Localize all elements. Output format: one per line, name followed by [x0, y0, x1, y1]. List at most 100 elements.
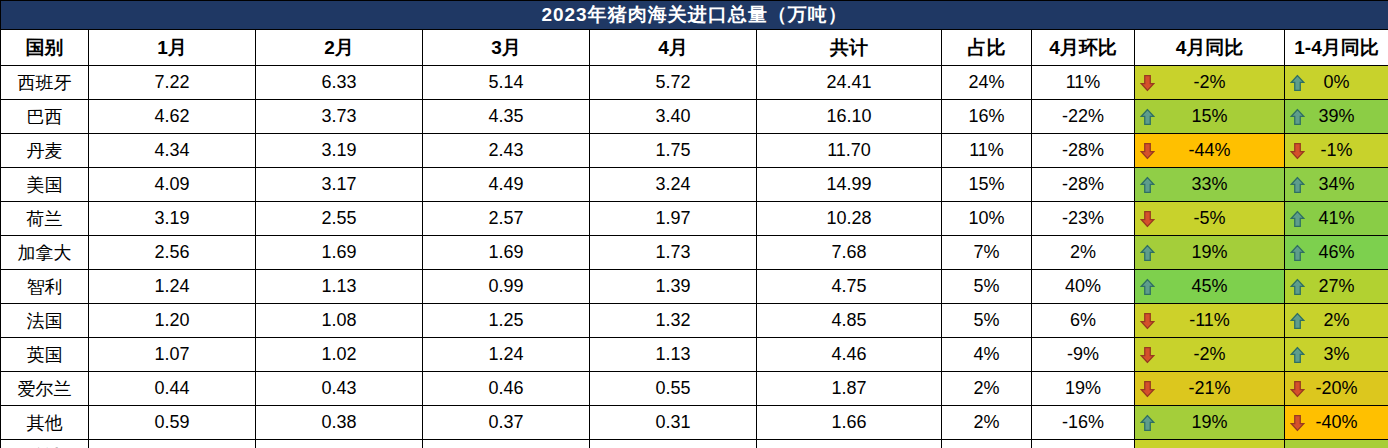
cell-share[interactable]: 15% [942, 168, 1032, 202]
cell-m3[interactable]: 24.98 [423, 440, 590, 448]
cell-mom[interactable]: -10% [1032, 440, 1135, 448]
cell-m2[interactable]: 1.13 [256, 270, 423, 304]
cell-country[interactable]: 法国 [1, 304, 89, 338]
cell-m4[interactable]: 1.73 [590, 236, 757, 270]
column-header-ytd-yoy[interactable]: 1-4月同比 [1285, 30, 1388, 66]
apr-yoy-cell[interactable]: 45% [1135, 270, 1285, 304]
cell-mom[interactable]: -28% [1032, 168, 1135, 202]
cell-total[interactable]: 4.85 [757, 304, 942, 338]
cell-m2[interactable]: 1.69 [256, 236, 423, 270]
ytd-yoy-cell[interactable]: 3% [1285, 338, 1388, 372]
cell-share[interactable]: 5% [942, 304, 1032, 338]
cell-country[interactable]: 爱尔兰 [1, 372, 89, 406]
ytd-yoy-cell[interactable]: 39% [1285, 100, 1388, 134]
cell-m1[interactable]: 1.20 [89, 304, 256, 338]
cell-m2[interactable]: 0.38 [256, 406, 423, 440]
cell-m2[interactable]: 2.55 [256, 202, 423, 236]
cell-mom[interactable]: 40% [1032, 270, 1135, 304]
cell-total[interactable]: 102.74 [757, 440, 942, 448]
cell-mom[interactable]: -22% [1032, 100, 1135, 134]
cell-m4[interactable]: 0.55 [590, 372, 757, 406]
cell-m1[interactable]: 0.44 [89, 372, 256, 406]
apr-yoy-cell[interactable]: -21% [1135, 372, 1285, 406]
cell-country[interactable]: 总计 [1, 440, 89, 448]
cell-m4[interactable]: 1.32 [590, 304, 757, 338]
cell-m3[interactable]: 2.57 [423, 202, 590, 236]
column-header-mom[interactable]: 4月环比 [1032, 30, 1135, 66]
cell-total[interactable]: 24.41 [757, 66, 942, 100]
cell-m3[interactable]: 4.35 [423, 100, 590, 134]
apr-yoy-cell[interactable]: -2% [1135, 66, 1285, 100]
cell-m4[interactable]: 22.50 [590, 440, 757, 448]
cell-m1[interactable]: 4.62 [89, 100, 256, 134]
cell-share[interactable]: 24% [942, 66, 1032, 100]
apr-yoy-cell[interactable]: -5% [1135, 202, 1285, 236]
ytd-yoy-cell[interactable]: -20% [1285, 372, 1388, 406]
cell-country[interactable]: 其他 [1, 406, 89, 440]
cell-country[interactable]: 美国 [1, 168, 89, 202]
column-header-m2[interactable]: 2月 [256, 30, 423, 66]
cell-mom[interactable]: 2% [1032, 236, 1135, 270]
ytd-yoy-cell[interactable]: 27% [1285, 270, 1388, 304]
cell-country[interactable]: 英国 [1, 338, 89, 372]
cell-total[interactable]: 4.75 [757, 270, 942, 304]
apr-yoy-cell[interactable]: -44% [1135, 134, 1285, 168]
cell-country[interactable]: 荷兰 [1, 202, 89, 236]
cell-m1[interactable]: 4.34 [89, 134, 256, 168]
ytd-yoy-cell[interactable]: 46% [1285, 236, 1388, 270]
cell-m2[interactable]: 1.08 [256, 304, 423, 338]
cell-m4[interactable]: 3.24 [590, 168, 757, 202]
cell-mom[interactable]: -28% [1032, 134, 1135, 168]
column-header-country[interactable]: 国别 [1, 30, 89, 66]
cell-m3[interactable]: 0.46 [423, 372, 590, 406]
cell-m1[interactable]: 7.22 [89, 66, 256, 100]
cell-m1[interactable]: 0.59 [89, 406, 256, 440]
cell-m3[interactable]: 1.69 [423, 236, 590, 270]
cell-total[interactable]: 11.70 [757, 134, 942, 168]
cell-m1[interactable]: 4.09 [89, 168, 256, 202]
cell-share[interactable]: 10% [942, 202, 1032, 236]
ytd-yoy-cell[interactable]: 41% [1285, 202, 1388, 236]
cell-mom[interactable]: 19% [1032, 372, 1135, 406]
column-header-m4[interactable]: 4月 [590, 30, 757, 66]
cell-m1[interactable]: 1.07 [89, 338, 256, 372]
cell-m4[interactable]: 1.97 [590, 202, 757, 236]
apr-yoy-cell[interactable]: 33% [1135, 168, 1285, 202]
cell-share[interactable]: 11% [942, 134, 1032, 168]
ytd-yoy-cell[interactable]: 2% [1285, 304, 1388, 338]
cell-mom[interactable]: -16% [1032, 406, 1135, 440]
cell-country[interactable]: 巴西 [1, 100, 89, 134]
cell-m3[interactable]: 5.14 [423, 66, 590, 100]
ytd-yoy-cell[interactable]: -1% [1285, 134, 1388, 168]
cell-total[interactable]: 14.99 [757, 168, 942, 202]
cell-m4[interactable]: 1.39 [590, 270, 757, 304]
cell-m2[interactable]: 3.73 [256, 100, 423, 134]
cell-mom[interactable]: -9% [1032, 338, 1135, 372]
cell-country[interactable]: 丹麦 [1, 134, 89, 168]
cell-total[interactable]: 10.28 [757, 202, 942, 236]
cell-share[interactable]: 4% [942, 338, 1032, 372]
cell-country[interactable]: 加拿大 [1, 236, 89, 270]
cell-total[interactable]: 16.10 [757, 100, 942, 134]
table-title[interactable]: 2023年猪肉海关进口总量（万吨） [1, 1, 1388, 30]
cell-mom[interactable]: 6% [1032, 304, 1135, 338]
apr-yoy-cell[interactable]: 19% [1135, 236, 1285, 270]
cell-m4[interactable]: 3.40 [590, 100, 757, 134]
cell-m3[interactable]: 1.25 [423, 304, 590, 338]
ytd-yoy-cell[interactable]: 34% [1285, 168, 1388, 202]
ytd-yoy-cell[interactable]: 15% [1285, 440, 1388, 448]
cell-m2[interactable]: 3.19 [256, 134, 423, 168]
column-header-total[interactable]: 共计 [757, 30, 942, 66]
column-header-share[interactable]: 占比 [942, 30, 1032, 66]
cell-m1[interactable]: 30.55 [89, 440, 256, 448]
cell-share[interactable]: 5% [942, 270, 1032, 304]
apr-yoy-cell[interactable]: 15% [1135, 100, 1285, 134]
column-header-m3[interactable]: 3月 [423, 30, 590, 66]
cell-mom[interactable]: 11% [1032, 66, 1135, 100]
cell-total[interactable]: 1.87 [757, 372, 942, 406]
cell-total[interactable]: 4.46 [757, 338, 942, 372]
cell-m2[interactable]: 24.71 [256, 440, 423, 448]
cell-m2[interactable]: 6.33 [256, 66, 423, 100]
cell-share[interactable]: 2% [942, 406, 1032, 440]
cell-m2[interactable]: 0.43 [256, 372, 423, 406]
